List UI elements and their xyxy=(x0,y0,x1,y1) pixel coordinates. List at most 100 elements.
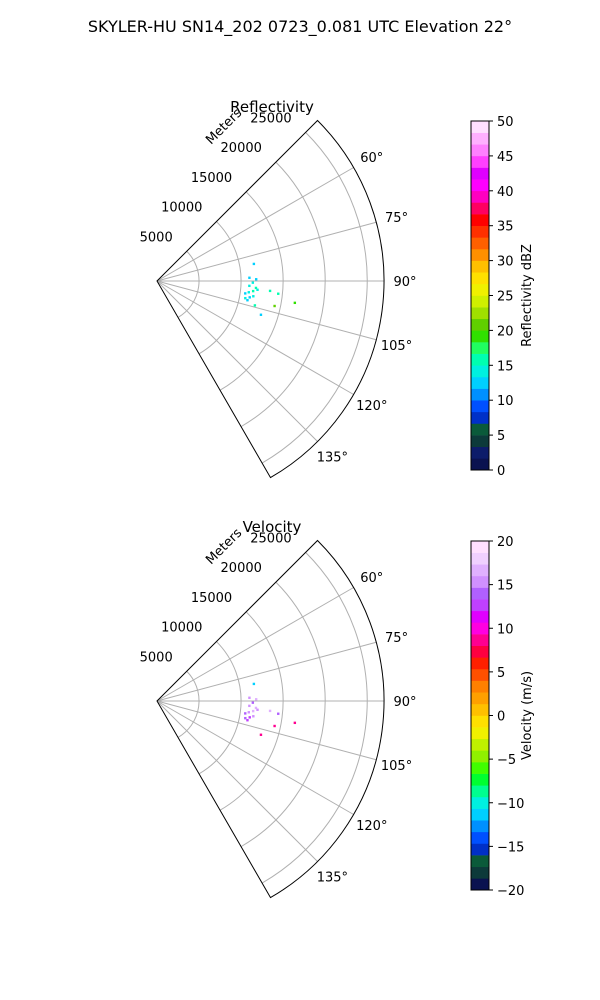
colorbar-segment xyxy=(471,330,489,343)
angle-tick-label: 90° xyxy=(393,275,416,290)
angle-grid-line xyxy=(156,641,377,702)
range-grid-arc xyxy=(219,191,284,391)
colorbar-segment xyxy=(471,599,489,612)
colorbar-segment xyxy=(471,225,489,238)
echo-gate xyxy=(277,292,280,295)
echo-gate xyxy=(252,682,256,686)
colorbar-segment xyxy=(471,446,489,459)
colorbar-segment xyxy=(471,738,489,751)
range-tick-label: 10000 xyxy=(161,201,202,216)
echo-gate xyxy=(273,724,276,728)
colorbar-tick-label: 15 xyxy=(497,579,514,594)
colorbar-tick-label: 40 xyxy=(497,185,514,200)
range-grid-arc xyxy=(219,611,284,811)
colorbar-segment xyxy=(471,622,489,635)
sector-frame xyxy=(156,539,385,899)
echo-gate xyxy=(254,698,258,701)
colorbar-segment xyxy=(471,575,489,588)
echo-gate xyxy=(246,719,249,722)
colorbar-segment xyxy=(471,214,489,226)
colorbar-tick-label: 0 xyxy=(497,710,505,725)
echo-gate xyxy=(244,296,247,300)
echo-gate xyxy=(248,696,251,699)
range-tick-label: 10000 xyxy=(161,621,202,636)
colorbar-segment xyxy=(471,121,489,133)
angle-grid-line xyxy=(156,700,377,761)
range-tick-label: 15000 xyxy=(191,171,232,186)
echo-gate xyxy=(268,289,272,293)
echo-gate xyxy=(256,708,259,711)
angle-tick-label: 135° xyxy=(317,450,348,465)
colorbar-segment xyxy=(471,541,489,553)
colorbar-segment xyxy=(471,353,489,366)
angle-grid-line xyxy=(156,280,318,442)
colorbar-segment xyxy=(471,715,489,728)
colorbar-segment xyxy=(471,423,489,436)
echo-gate xyxy=(244,712,247,715)
range-grid-arc xyxy=(261,132,368,464)
colorbar-segment xyxy=(471,657,489,670)
range-tick-label: 15000 xyxy=(191,591,232,606)
echo-gate xyxy=(248,296,251,299)
colorbar-tick-label: −10 xyxy=(497,797,524,812)
colorbar-tick-label: 0 xyxy=(497,464,505,479)
colorbar-segment xyxy=(471,762,489,774)
colorbar-segment xyxy=(471,773,489,786)
colorbar-segment xyxy=(471,435,489,448)
angle-tick-label: 105° xyxy=(381,759,412,774)
range-tick-label: 25000 xyxy=(250,111,291,126)
echo-gate xyxy=(244,716,247,720)
angle-tick-label: 120° xyxy=(356,399,387,414)
echo-gate xyxy=(248,704,251,708)
angle-grid-line xyxy=(156,221,377,282)
colorbar-segment xyxy=(471,831,489,844)
colorbar-segment xyxy=(471,458,489,471)
range-tick-label: 20000 xyxy=(221,141,262,156)
colorbar-segment xyxy=(471,272,489,285)
colorbar-tick-label: 45 xyxy=(497,150,514,165)
angle-grid-line xyxy=(156,280,377,341)
velocity-panel: Velocity 60° 75° 90° 105° 120° 135° 5000 10000 15… xyxy=(140,518,535,899)
colorbar-segment xyxy=(471,295,489,308)
colorbar-segment xyxy=(471,634,489,646)
angle-tick-label: 60° xyxy=(360,151,383,166)
colorbar-segment xyxy=(471,155,489,168)
echo-gate xyxy=(293,721,297,725)
angle-tick-label: 90° xyxy=(393,695,416,710)
colorbar-segment xyxy=(471,843,489,856)
colorbar-segment xyxy=(471,167,489,180)
colorbar-tick-label: 10 xyxy=(497,622,514,637)
echo-gate xyxy=(253,304,257,307)
colorbar-segment xyxy=(471,878,489,891)
colorbar-segment xyxy=(471,808,489,821)
echo-gate xyxy=(247,291,250,294)
range-grid-arc xyxy=(198,641,242,775)
colorbar-tick-label: 10 xyxy=(497,394,514,409)
colorbar-tick-label: −5 xyxy=(497,753,516,768)
echo-gate xyxy=(254,286,258,290)
angle-grid-line xyxy=(156,700,354,815)
range-grid-arc xyxy=(198,221,242,355)
colorbar-segment xyxy=(471,855,489,868)
colorbar-segment xyxy=(471,342,489,354)
colorbar-segment xyxy=(471,727,489,740)
colorbar-segment xyxy=(471,144,489,157)
range-tick-label: 20000 xyxy=(221,561,262,576)
echo-gate xyxy=(252,715,255,718)
angle-tick-label: 135° xyxy=(317,870,348,885)
colorbar-segment xyxy=(471,307,489,320)
echo-gate xyxy=(251,281,255,284)
colorbar-label: Velocity (m/s) xyxy=(520,671,535,760)
panel-title: Reflectivity xyxy=(230,98,314,116)
range-tick-label: 5000 xyxy=(140,230,173,245)
echo-gate xyxy=(268,709,272,713)
colorbar-segment xyxy=(471,411,489,424)
colorbar-segment xyxy=(471,796,489,809)
echo-gate xyxy=(251,289,255,293)
colorbar-segment xyxy=(471,564,489,577)
colorbar-label: Reflectivity dBZ xyxy=(520,244,535,347)
colorbar-tick-label: 15 xyxy=(497,359,514,374)
colorbar-segment xyxy=(471,202,489,215)
